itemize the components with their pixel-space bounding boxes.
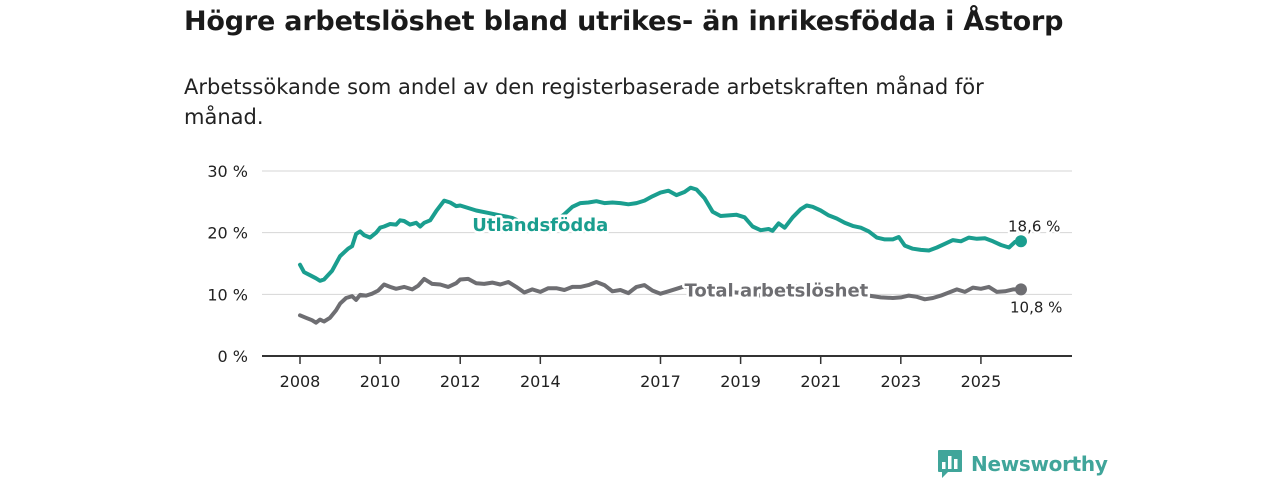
x-tick-label: 2019 bbox=[720, 372, 761, 391]
x-tick-label: 2014 bbox=[520, 372, 561, 391]
x-tick-label: 2025 bbox=[961, 372, 1002, 391]
grid-layer bbox=[262, 170, 1072, 357]
label-layer: Utlandsfödda Total arbetslöshet 18,6 % 10,8… bbox=[470, 212, 1065, 318]
chart-subtitle: Arbetssökande som andel av den registerb… bbox=[184, 75, 984, 129]
series-line-utlandsfodda bbox=[298, 185, 1023, 283]
series-end-point bbox=[1014, 283, 1027, 296]
x-axis-ticks: 2008 2010 2012 2014 2017 2019 2021 2023 2025 bbox=[280, 356, 1002, 391]
series-layer bbox=[298, 185, 1027, 325]
newsworthy-logo-text: Newsworthy bbox=[971, 452, 1108, 476]
series-line-total bbox=[298, 276, 1023, 325]
y-axis-ticks: 0 % 10 % 20 % 30 % bbox=[207, 162, 248, 366]
series-end-point bbox=[1014, 235, 1027, 248]
x-tick-label: 2010 bbox=[360, 372, 401, 391]
chart-title: Högre arbetslöshet bland utrikes- än inr… bbox=[184, 6, 1064, 37]
series-label-total: Total arbetslöshet bbox=[685, 280, 869, 301]
y-tick-label: 0 % bbox=[218, 347, 248, 366]
newsworthy-logo-icon bbox=[938, 450, 962, 478]
x-tick-label: 2008 bbox=[280, 372, 321, 391]
series-label-utlandsfodda: Utlandsfödda bbox=[472, 215, 608, 236]
x-tick-label: 2021 bbox=[800, 372, 841, 391]
newsworthy-logo[interactable]: Newsworthy bbox=[937, 449, 1108, 479]
y-tick-label: 20 % bbox=[207, 224, 248, 243]
y-tick-label: 30 % bbox=[207, 162, 248, 181]
end-value-label-utlandsfodda: 18,6 % bbox=[1008, 217, 1060, 235]
y-tick-label: 10 % bbox=[207, 285, 248, 304]
end-value-label-total: 10,8 % bbox=[1010, 298, 1062, 316]
x-tick-label: 2017 bbox=[640, 372, 681, 391]
x-tick-label: 2023 bbox=[880, 372, 921, 391]
x-tick-label: 2012 bbox=[440, 372, 481, 391]
